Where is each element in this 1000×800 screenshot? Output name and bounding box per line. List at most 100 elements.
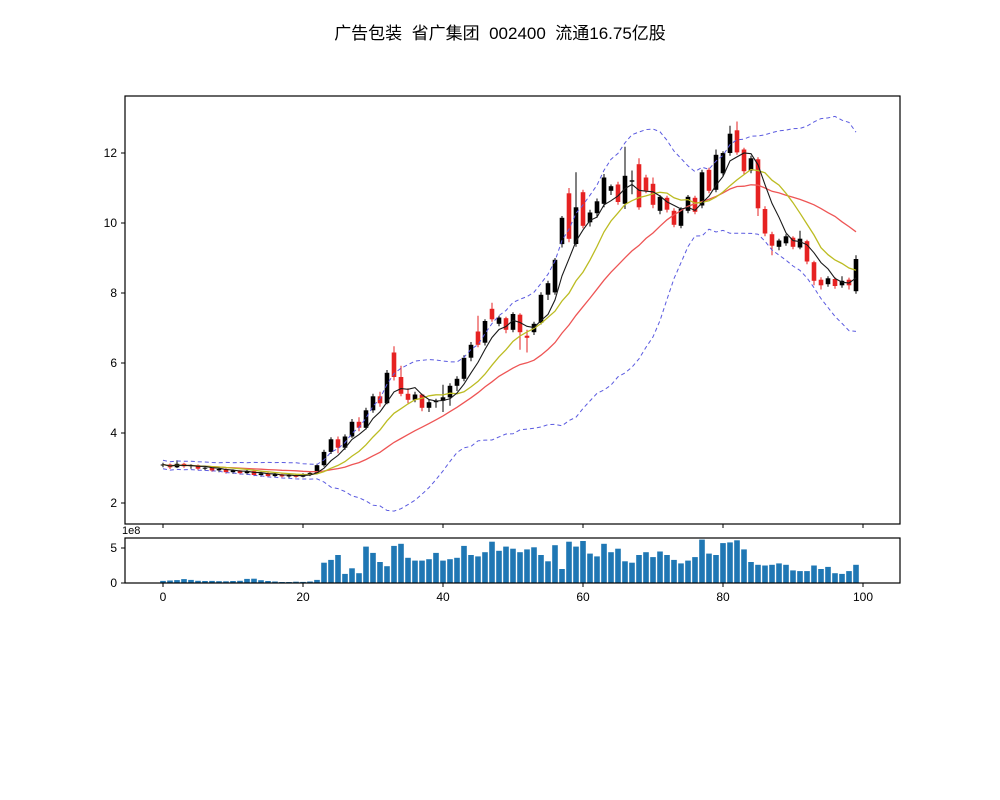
candle-body <box>419 394 425 408</box>
x-tick-label: 40 <box>436 590 450 604</box>
volume-bar <box>559 569 565 583</box>
candle-body <box>202 467 208 469</box>
candle-body <box>307 472 313 475</box>
y-tick-label: 6 <box>110 356 117 370</box>
ma10-line <box>162 168 857 476</box>
candle-body <box>335 439 341 448</box>
volume-bar <box>776 563 782 583</box>
ma20-line <box>162 184 857 473</box>
volume-bar <box>510 548 516 583</box>
x-tick-label: 60 <box>576 590 590 604</box>
candle-body <box>839 280 845 286</box>
volume-bar <box>734 540 740 583</box>
candle-body <box>398 377 404 394</box>
candle-body <box>643 177 649 191</box>
volume-bar <box>342 573 348 583</box>
volume-bar <box>454 557 460 583</box>
candle-body <box>657 196 663 211</box>
candle-body <box>608 186 614 191</box>
candle-body <box>265 473 271 477</box>
candle-body <box>475 331 481 345</box>
volume-bar <box>811 565 817 583</box>
candle-body <box>321 451 327 466</box>
volume-bar <box>209 580 215 583</box>
candle-body <box>251 471 257 475</box>
volume-bar <box>447 559 453 583</box>
volume-bar <box>594 556 600 583</box>
volume-bar <box>237 580 243 583</box>
volume-bar <box>503 546 509 583</box>
candle-body <box>496 317 502 324</box>
candle-body <box>804 241 810 262</box>
candle-body <box>699 172 705 206</box>
candle-body <box>377 396 383 404</box>
candle-body <box>216 469 222 471</box>
volume-bar <box>545 561 551 583</box>
volume-bar <box>699 539 705 583</box>
candle-body <box>405 393 411 400</box>
candle-body <box>755 159 761 209</box>
candle-body <box>244 471 250 474</box>
volume-bar <box>629 562 635 583</box>
volume-bar <box>384 566 390 583</box>
x-tick-label: 80 <box>716 590 730 604</box>
candle-body <box>489 308 495 320</box>
candle-body <box>230 470 236 473</box>
volume-bar <box>664 555 670 583</box>
volume-bar <box>524 549 530 583</box>
candle-body <box>328 439 334 452</box>
candle-body <box>580 192 586 226</box>
volume-bar <box>853 564 859 583</box>
candle-body <box>706 169 712 191</box>
candle-body <box>391 352 397 377</box>
volume-bar <box>405 557 411 583</box>
volume-bar <box>181 579 187 583</box>
volume-bar <box>468 555 474 583</box>
candle-body <box>272 474 278 477</box>
volume-bar <box>314 579 320 583</box>
volume-y-tick-label: 0 <box>110 576 117 590</box>
candle-body <box>811 262 817 281</box>
volume-bar <box>272 581 278 583</box>
candle-body <box>587 212 593 223</box>
volume-bar <box>804 571 810 583</box>
volume-bar <box>762 565 768 583</box>
x-tick-label: 0 <box>160 590 167 604</box>
volume-bar <box>678 563 684 583</box>
candle-body <box>258 473 264 476</box>
y-tick-label: 12 <box>104 146 118 160</box>
volume-bar <box>174 580 180 583</box>
volume-y-tick-label: 5 <box>110 541 117 555</box>
volume-bar <box>265 581 271 583</box>
volume-bar <box>461 545 467 583</box>
candle-body <box>223 469 229 473</box>
y-tick-label: 10 <box>104 216 118 230</box>
volume-bar <box>797 571 803 583</box>
candle-body <box>797 238 803 248</box>
candle-body <box>783 236 789 244</box>
volume-bar <box>692 557 698 583</box>
chart-title: 广告包装 省广集团 002400 流通16.75亿股 <box>334 24 666 43</box>
volume-bar <box>349 568 355 583</box>
volume-bar <box>755 564 761 583</box>
candle-body <box>790 237 796 247</box>
x-tick-label: 20 <box>296 590 310 604</box>
overlay-lines-group <box>162 115 857 512</box>
volume-bar <box>832 573 838 583</box>
volume-bar <box>636 555 642 583</box>
candle-body <box>573 207 579 244</box>
volume-bar <box>195 580 201 583</box>
candle-body <box>853 259 859 292</box>
candle-body <box>209 467 215 471</box>
candle-body <box>363 410 369 428</box>
volume-bar <box>489 541 495 583</box>
candle-body <box>734 130 740 153</box>
volume-bar <box>398 543 404 583</box>
candle-body <box>552 259 558 293</box>
volume-bar <box>727 542 733 583</box>
candlesticks-group <box>160 121 859 478</box>
axes-group: 2 4 6 8 10 12 0 20 40 60 80 100 0 5 1e8 <box>104 95 901 604</box>
candle-body <box>566 193 572 239</box>
volume-bar <box>643 552 649 583</box>
candle-body <box>468 344 474 358</box>
